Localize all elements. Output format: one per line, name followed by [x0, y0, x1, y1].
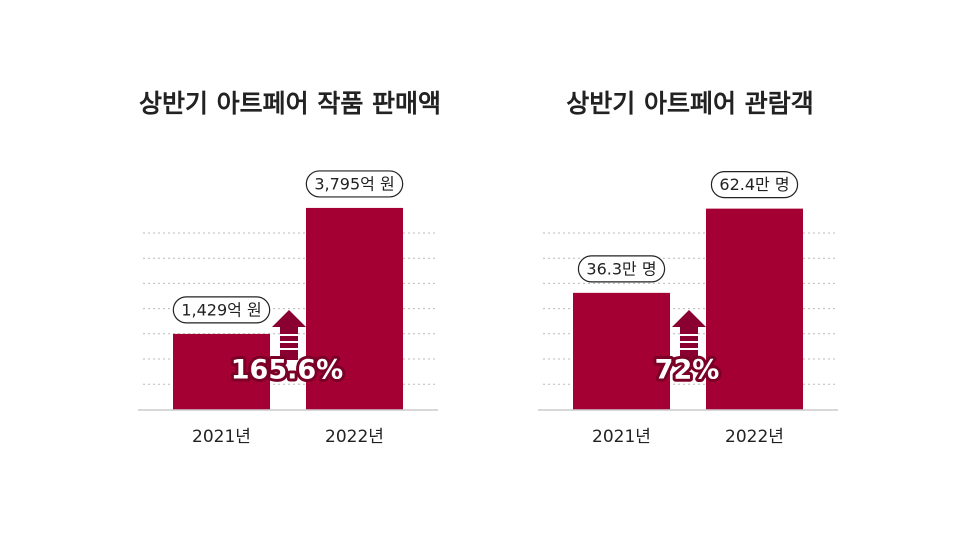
x-tick-label: 2022년 [325, 427, 384, 447]
growth-label: 165.6% [231, 355, 343, 386]
value-label-box [710, 171, 799, 199]
x-tick-label: 2021년 [592, 427, 651, 447]
value-label: 3,795억 원 [314, 174, 394, 193]
value-label-box [577, 255, 666, 283]
bar [573, 292, 670, 410]
value-label-box [172, 296, 271, 324]
x-tick-label: 2022년 [725, 427, 784, 447]
growth-label: 72% [655, 355, 720, 386]
value-label: 1,429억 원 [181, 300, 261, 319]
value-label: 36.3만 명 [586, 259, 656, 278]
chart-title: 상반기 아트페어 작품 판매액 [139, 89, 441, 118]
chart: 상반기 아트페어 작품 판매액 2021년 1,429억 원 2022년 3,795억 … [138, 89, 441, 447]
x-tick-label: 2021년 [192, 427, 251, 447]
value-label-box [305, 170, 404, 198]
chart-title: 상반기 아트페어 관람객 [566, 89, 813, 118]
chart: 상반기 아트페어 관람객 2021년 36.3만 명 2022년 62.4만 명 72% [538, 89, 838, 447]
bar [173, 333, 270, 410]
value-label: 62.4만 명 [719, 175, 789, 194]
bar [706, 208, 803, 410]
bar [306, 207, 403, 410]
